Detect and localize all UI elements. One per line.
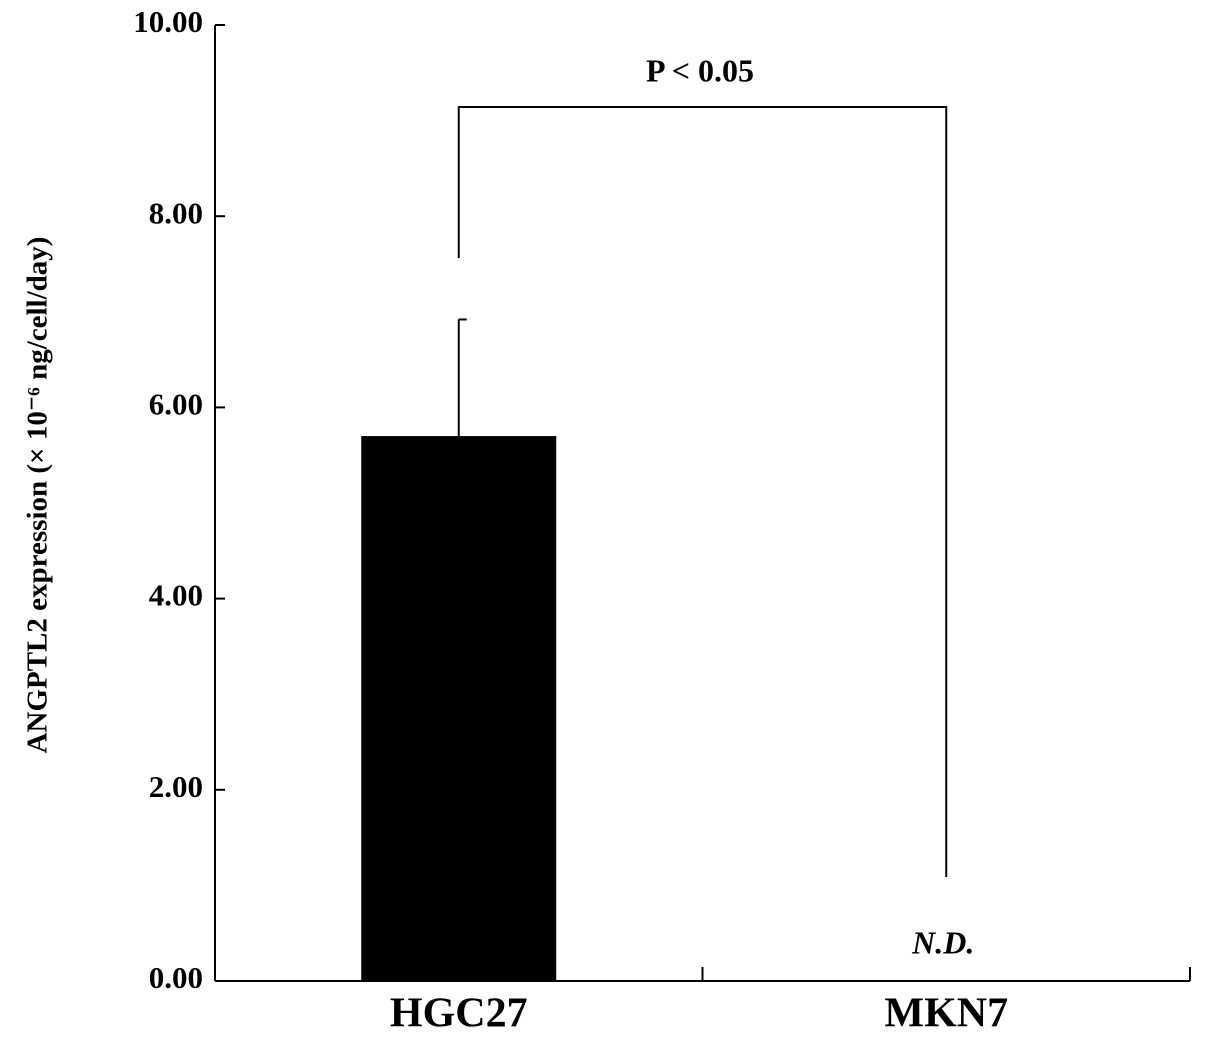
- y-tick-label: 0.00: [149, 960, 203, 995]
- y-tick-label: 8.00: [149, 195, 203, 230]
- value-label: N.D.: [911, 924, 974, 960]
- y-tick-label: 10.00: [133, 4, 203, 39]
- y-axis-label: ANGPTL2 expression (× 10⁻⁶ ng/cell/day): [22, 237, 54, 754]
- bar: [361, 436, 557, 982]
- y-tick-label: 4.00: [149, 578, 203, 613]
- x-tick-label: HGC27: [390, 991, 528, 1037]
- y-tick-label: 6.00: [149, 387, 203, 422]
- significance-label: P < 0.05: [646, 52, 754, 88]
- y-tick-label: 2.00: [149, 769, 203, 804]
- x-tick-label: MKN7: [884, 991, 1008, 1037]
- significance-bracket: [457, 106, 948, 877]
